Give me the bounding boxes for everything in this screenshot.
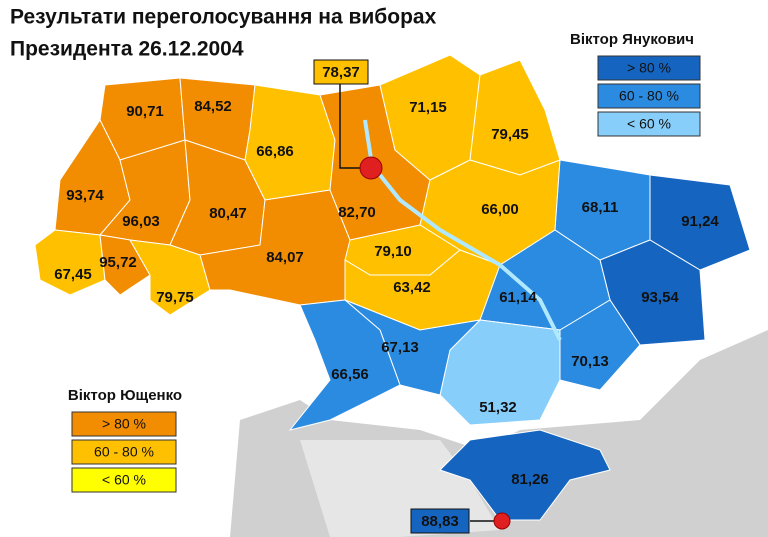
legend-swatch [597,111,701,137]
legend-swatch [597,55,701,81]
region-label: 84,07 [266,249,304,266]
region-label: 96,03 [122,213,160,230]
region [99,234,151,296]
legend-swatch [71,439,177,465]
region-label: 91,24 [681,213,719,230]
legend-title: Віктор Ющенко [68,387,182,404]
legend-swatch [71,467,177,493]
callout-label: 78,37 [322,64,360,81]
city-marker [359,156,383,180]
callout-box [410,508,470,534]
region-label: 67,45 [54,266,92,283]
regions [34,54,751,521]
region-label: 66,56 [331,366,369,383]
region-label: 93,74 [66,187,104,204]
legend-label: > 80 % [102,416,146,432]
region [129,239,211,316]
legend-title: Віктор Янукович [570,31,694,48]
title: Президента 26.12.2004 [10,38,244,61]
sevastopol-callout: 88,83 [410,508,511,534]
legend-label: 60 - 80 % [619,88,679,104]
region-label: 80,47 [209,205,247,222]
region-label: 81,26 [511,471,549,488]
kyiv-callout: 78,37 [313,59,383,180]
legend-swatch [71,411,177,437]
region-label: 67,13 [381,339,419,356]
region [439,429,611,521]
callout-label: 88,83 [421,513,459,530]
region [288,299,401,431]
region-label: 70,13 [571,353,609,370]
callout-box [313,59,369,85]
legend-label: > 80 % [627,60,671,76]
region-label: 79,45 [491,126,529,143]
region [469,59,561,176]
region [439,319,561,426]
legend-yushchenko: Віктор Ющенко > 80 % 60 - 80 % < 60 % [68,387,182,493]
region-label: 68,11 [582,199,619,216]
legend-label: < 60 % [102,472,146,488]
region-label: 66,86 [256,143,294,160]
city-marker [493,512,511,530]
region-label: 95,72 [99,254,137,271]
title: Результати переголосування на виборах [10,6,437,29]
region-label: 66,00 [481,201,519,218]
legend-yanukovych: Віктор Янукович > 80 % 60 - 80 % < 60 % [570,31,701,137]
region-label: 82,70 [338,204,376,221]
legend-label: 60 - 80 % [94,444,154,460]
region [649,174,751,271]
region-label: 90,71 [126,103,164,120]
region-label: 84,52 [194,98,232,115]
region-label: 79,10 [374,243,412,260]
region-labels: 90,71 84,52 93,74 96,03 80,47 67,45 95,7… [54,98,719,488]
legend-label: < 60 % [627,116,671,132]
region-label: 79,75 [156,289,194,306]
region-label: 71,15 [409,99,447,116]
region-label: 51,32 [479,399,517,416]
region [34,229,106,296]
region-label: 93,54 [641,289,679,306]
legend-swatch [597,83,701,109]
region-label: 61,14 [499,289,537,306]
region-label: 63,42 [393,279,431,296]
